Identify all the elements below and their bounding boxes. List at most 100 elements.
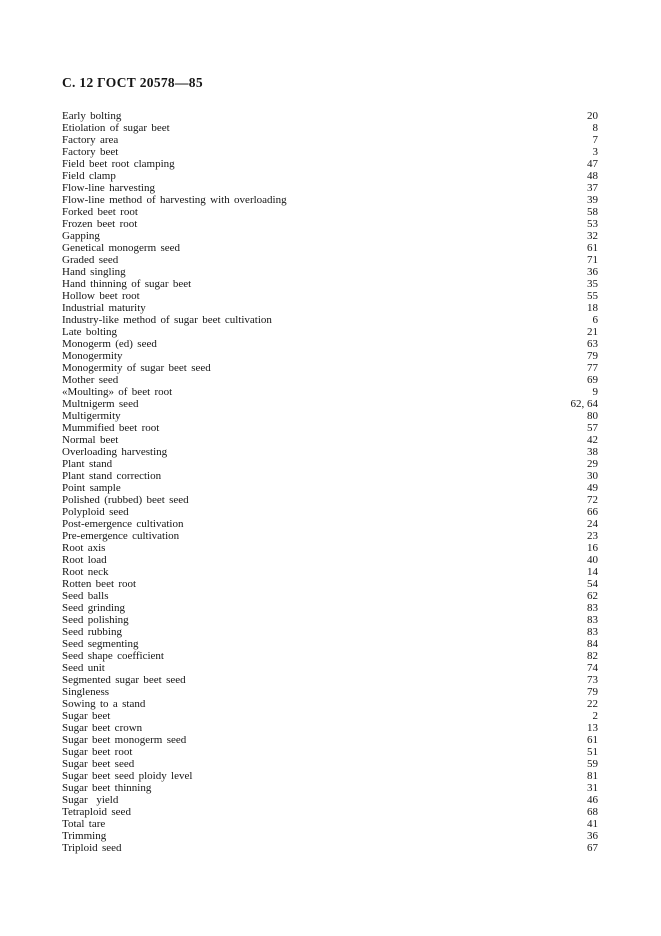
- index-entry: Sugar beet thinning 31: [62, 782, 598, 794]
- index-page-number: 68: [587, 806, 598, 818]
- index-page-number: 59: [587, 758, 598, 770]
- index-entry: Tetraploid seed 68: [62, 806, 598, 818]
- index-entry: Seed balls 62: [62, 590, 598, 602]
- index-term: Polished (rubbed) beet seed: [62, 494, 189, 506]
- index-page-number: 61: [587, 734, 598, 746]
- index-page-number: 47: [587, 158, 598, 170]
- index-term: Tetraploid seed: [62, 806, 131, 818]
- index-term: Sowing to a stand: [62, 698, 146, 710]
- index-page-number: 36: [587, 266, 598, 278]
- index-page-number: 8: [592, 122, 599, 134]
- index-page-number: 18: [587, 302, 598, 314]
- index-page-number: 9: [592, 386, 599, 398]
- index-page-number: 79: [587, 350, 598, 362]
- index-page-number: 35: [587, 278, 598, 290]
- index-entry: Seed rubbing 83: [62, 626, 598, 638]
- index-entry: Hollow beet root 55: [62, 290, 598, 302]
- index-term: Triploid seed: [62, 842, 122, 854]
- index-entry: Sugar beet crown 13: [62, 722, 598, 734]
- index-term: Seed grinding: [62, 602, 126, 614]
- index-term: Sugar beet crown: [62, 722, 143, 734]
- index-entry: Monogermity of sugar beet seed 77: [62, 362, 598, 374]
- index-entry: Root neck 14: [62, 566, 598, 578]
- index-term: Etiolation of sugar beet: [62, 122, 170, 134]
- index-term: Sugar beet root: [62, 746, 133, 758]
- index-term: Sugar yield: [62, 794, 119, 806]
- index-term: Field clamp: [62, 170, 116, 182]
- index-page-number: 13: [587, 722, 598, 734]
- index-term: Early bolting: [62, 110, 122, 122]
- index-page-number: 36: [587, 830, 598, 842]
- index-page-number: 6: [592, 314, 599, 326]
- index-page-number: 38: [587, 446, 598, 458]
- index-term: «Moulting» of beet root: [62, 386, 173, 398]
- index-page-number: 81: [587, 770, 598, 782]
- index-entry: Segmented sugar beet seed 73: [62, 674, 598, 686]
- index-page-number: 41: [587, 818, 598, 830]
- index-term: Industry-like method of sugar beet culti…: [62, 314, 272, 326]
- index-page-number: 37: [587, 182, 598, 194]
- index-term: Sugar beet seed: [62, 758, 135, 770]
- index-entry: Overloading harvesting 38: [62, 446, 598, 458]
- index-page-number: 7: [592, 134, 599, 146]
- index-page-number: 23: [587, 530, 598, 542]
- index-entry: Plant stand correction 30: [62, 470, 598, 482]
- index-page-number: 42: [587, 434, 598, 446]
- index-entry: Polyploid seed 66: [62, 506, 598, 518]
- index-page-number: 80: [587, 410, 598, 422]
- index-entry: Seed grinding 83: [62, 602, 598, 614]
- index-term: Plant stand correction: [62, 470, 162, 482]
- index-term: Sugar beet thinning: [62, 782, 152, 794]
- index-page-number: 46: [587, 794, 598, 806]
- index-entry: Mummified beet root 57: [62, 422, 598, 434]
- index-page-number: 67: [587, 842, 598, 854]
- index-entry: Factory area 7: [62, 134, 598, 146]
- index-entry: Seed shape coefficient 82: [62, 650, 598, 662]
- index-entry: Sugar beet 2: [62, 710, 598, 722]
- index-term: Sugar beet seed ploidy level: [62, 770, 193, 782]
- index-page-number: 83: [587, 614, 598, 626]
- index-page-number: 71: [587, 254, 598, 266]
- index-term: Forked beet root: [62, 206, 138, 218]
- index-page-number: 21: [587, 326, 598, 338]
- index-term: Seed segmenting: [62, 638, 139, 650]
- index-entry: Mother seed 69: [62, 374, 598, 386]
- index-term: Plant stand: [62, 458, 113, 470]
- index-term: Seed rubbing: [62, 626, 122, 638]
- index-page-number: 62: [587, 590, 598, 602]
- index-page-number: 30: [587, 470, 598, 482]
- index-page-number: 72: [587, 494, 598, 506]
- index-entry: Singleness 79: [62, 686, 598, 698]
- index-entry: Field clamp 48: [62, 170, 598, 182]
- index-entry: Multigermity 80: [62, 410, 598, 422]
- index-term: Rotten beet root: [62, 578, 137, 590]
- index-entry: Late bolting 21: [62, 326, 598, 338]
- index-page-number: 77: [587, 362, 598, 374]
- index-entry: Seed segmenting 84: [62, 638, 598, 650]
- index-term: Monogermity: [62, 350, 123, 362]
- index-entry: Root axis 16: [62, 542, 598, 554]
- index-page-number: 48: [587, 170, 598, 182]
- index-term: Field beet root clamping: [62, 158, 175, 170]
- page-header: С. 12 ГОСТ 20578—85: [62, 75, 203, 90]
- index-page-number: 22: [587, 698, 598, 710]
- index-entry: Sugar beet seed ploidy level 81: [62, 770, 598, 782]
- index-term: Late bolting: [62, 326, 118, 338]
- index-term: Monogerm (ed) seed: [62, 338, 157, 350]
- index-term: Flow-line method of harvesting with over…: [62, 194, 287, 206]
- index-page-number: 53: [587, 218, 598, 230]
- index-term: Hand singling: [62, 266, 126, 278]
- index-term: Polyploid seed: [62, 506, 129, 518]
- index-page-number: 3: [592, 146, 599, 158]
- index-term: Frozen beet root: [62, 218, 138, 230]
- index-entry: Point sample 49: [62, 482, 598, 494]
- index-page-number: 58: [587, 206, 598, 218]
- index-term: Overloading harvesting: [62, 446, 168, 458]
- index-term: Multnigerm seed: [62, 398, 139, 410]
- index-page-number: 74: [587, 662, 598, 674]
- index-entry: Industry-like method of sugar beet culti…: [62, 314, 598, 326]
- index-page-number: 29: [587, 458, 598, 470]
- index-entry: Factory beet 3: [62, 146, 598, 158]
- index-term: Singleness: [62, 686, 110, 698]
